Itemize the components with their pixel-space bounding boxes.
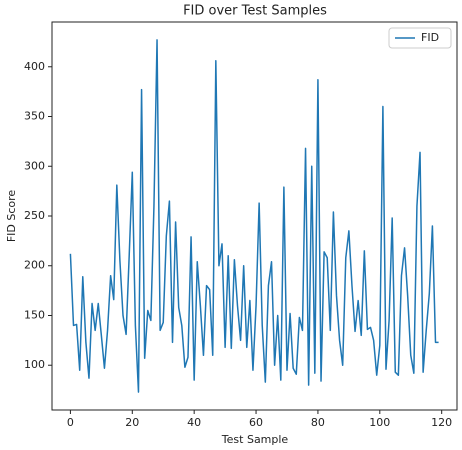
y-tick-label: 400 bbox=[24, 60, 45, 73]
legend-label: FID bbox=[421, 31, 439, 44]
x-tick-label: 20 bbox=[125, 416, 139, 429]
y-tick-label: 350 bbox=[24, 110, 45, 123]
x-tick-label: 100 bbox=[369, 416, 390, 429]
y-tick-label: 200 bbox=[24, 259, 45, 272]
data-line bbox=[69, 39, 439, 393]
x-tick-label: 0 bbox=[67, 416, 74, 429]
y-axis-label: FID Score bbox=[5, 190, 18, 243]
chart-title: FID over Test Samples bbox=[183, 4, 327, 19]
x-axis-label: Test Sample bbox=[221, 433, 289, 446]
y-tick-label: 150 bbox=[24, 308, 45, 321]
y-tick-label: 300 bbox=[24, 159, 45, 172]
x-tick-label: 40 bbox=[187, 416, 201, 429]
y-tick-label: 100 bbox=[24, 358, 45, 371]
x-tick-label: 120 bbox=[431, 416, 452, 429]
y-tick-label: 250 bbox=[24, 209, 45, 222]
x-tick-label: 80 bbox=[311, 416, 325, 429]
x-tick-label: 60 bbox=[249, 416, 263, 429]
legend-box bbox=[388, 27, 452, 49]
plot-frame bbox=[51, 21, 458, 411]
